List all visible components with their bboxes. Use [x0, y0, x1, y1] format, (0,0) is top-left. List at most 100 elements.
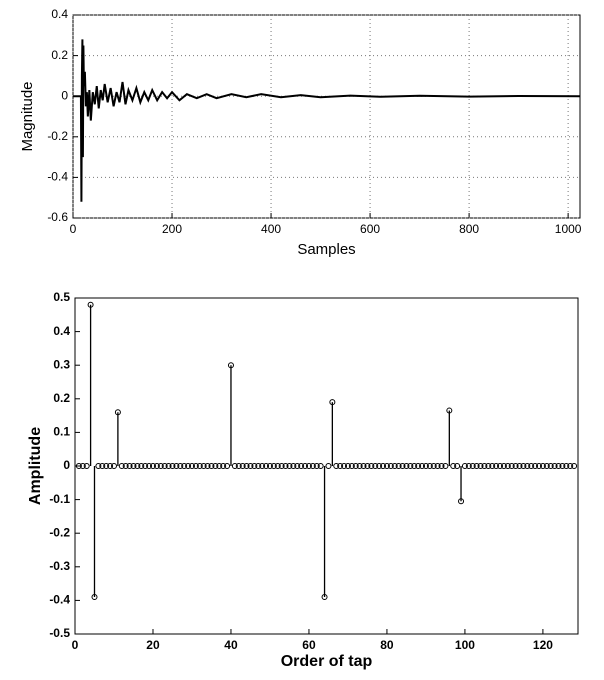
stem-marker [407, 463, 414, 469]
stem-marker [95, 463, 102, 469]
stem-marker [364, 463, 371, 469]
stem-marker [103, 463, 110, 469]
y-tick-label: -0.1 [49, 492, 70, 506]
stem-marker [454, 463, 461, 469]
x-tick-label: 200 [162, 222, 182, 236]
stem-marker [329, 399, 336, 406]
stem-marker [286, 463, 293, 469]
x-tick-label: 100 [455, 638, 475, 652]
stem-marker [231, 463, 238, 469]
stem-marker [149, 463, 156, 469]
stem-marker [157, 463, 164, 469]
stem-marker [298, 463, 305, 469]
stem-marker [99, 463, 106, 469]
x-axis-label: Order of tap [281, 653, 373, 670]
stem-marker [216, 463, 223, 469]
x-tick-label: 80 [380, 638, 394, 652]
stem-marker [512, 463, 519, 469]
stem-marker [75, 463, 82, 469]
stem-marker [469, 463, 476, 469]
y-tick-label: -0.4 [49, 593, 70, 607]
stem-marker [134, 463, 141, 469]
stem-marker [294, 463, 301, 469]
stem-marker [434, 463, 441, 469]
stem-marker [204, 463, 211, 469]
stem-marker [543, 463, 550, 469]
stem-marker [551, 463, 558, 469]
stem-marker [185, 463, 192, 469]
stem-marker [489, 463, 496, 469]
stem-marker [372, 463, 379, 469]
stem-marker [383, 463, 390, 469]
stem-marker [274, 463, 281, 469]
y-tick-label: 0.1 [53, 425, 70, 439]
y-tick-label: -0.5 [49, 626, 70, 640]
stem-marker [107, 463, 114, 469]
x-tick-label: 120 [533, 638, 553, 652]
stem-marker [442, 463, 449, 469]
stem-marker [504, 463, 511, 469]
stem-marker [227, 362, 234, 369]
stem-marker [309, 463, 316, 469]
stem-marker [247, 463, 254, 469]
stem-marker [200, 463, 207, 469]
stem-marker [348, 463, 355, 469]
stem-marker [333, 463, 340, 469]
stem-marker [251, 463, 258, 469]
stem-marker [360, 463, 367, 469]
plot-area [72, 14, 581, 219]
stem-marker [481, 463, 488, 469]
stem-marker [337, 463, 344, 469]
y-tick-label: 0 [63, 458, 70, 472]
stem-marker [356, 463, 363, 469]
stem-marker [426, 463, 433, 469]
stem-marker [79, 463, 86, 469]
stem-marker [446, 407, 453, 414]
stem-marker [266, 463, 273, 469]
stem-marker [352, 463, 359, 469]
stem-marker [344, 463, 351, 469]
stem-marker [528, 463, 535, 469]
stem-marker [259, 463, 266, 469]
x-tick-label: 600 [360, 222, 380, 236]
stem-marker [313, 463, 320, 469]
stem-marker [161, 463, 168, 469]
stem-marker [118, 463, 125, 469]
stem-marker [520, 463, 527, 469]
stem-marker [83, 463, 90, 469]
y-tick-label: -0.3 [49, 559, 70, 573]
stem-marker [270, 463, 277, 469]
stem-marker [465, 463, 472, 469]
stem-marker [376, 463, 383, 469]
stem-marker [563, 463, 570, 469]
stem-marker [138, 463, 145, 469]
stem-marker [559, 463, 566, 469]
stem-marker [239, 463, 246, 469]
stem-marker [450, 463, 457, 469]
stem-marker [169, 463, 176, 469]
stem-marker [181, 463, 188, 469]
stem-marker [485, 463, 492, 469]
y-axis-label: Amplitude [27, 427, 44, 505]
stem-marker [235, 463, 242, 469]
stem-marker [263, 463, 270, 469]
stem-marker [110, 463, 117, 469]
stem-marker [196, 463, 203, 469]
stem-marker [411, 463, 418, 469]
y-tick-label: -0.2 [47, 129, 68, 143]
stem-marker [317, 463, 324, 469]
stem-marker [403, 463, 410, 469]
y-tick-label: 0.5 [53, 290, 70, 304]
x-tick-label: 1000 [555, 222, 582, 236]
stem-marker [524, 463, 531, 469]
y-tick-label: 0.2 [53, 391, 70, 405]
stem-marker [473, 463, 480, 469]
stem-marker [212, 463, 219, 469]
stem-marker [130, 463, 137, 469]
stem-marker [391, 463, 398, 469]
stem-marker [419, 463, 426, 469]
stem-marker [177, 463, 184, 469]
stem-marker [497, 463, 504, 469]
stem-marker [208, 463, 215, 469]
